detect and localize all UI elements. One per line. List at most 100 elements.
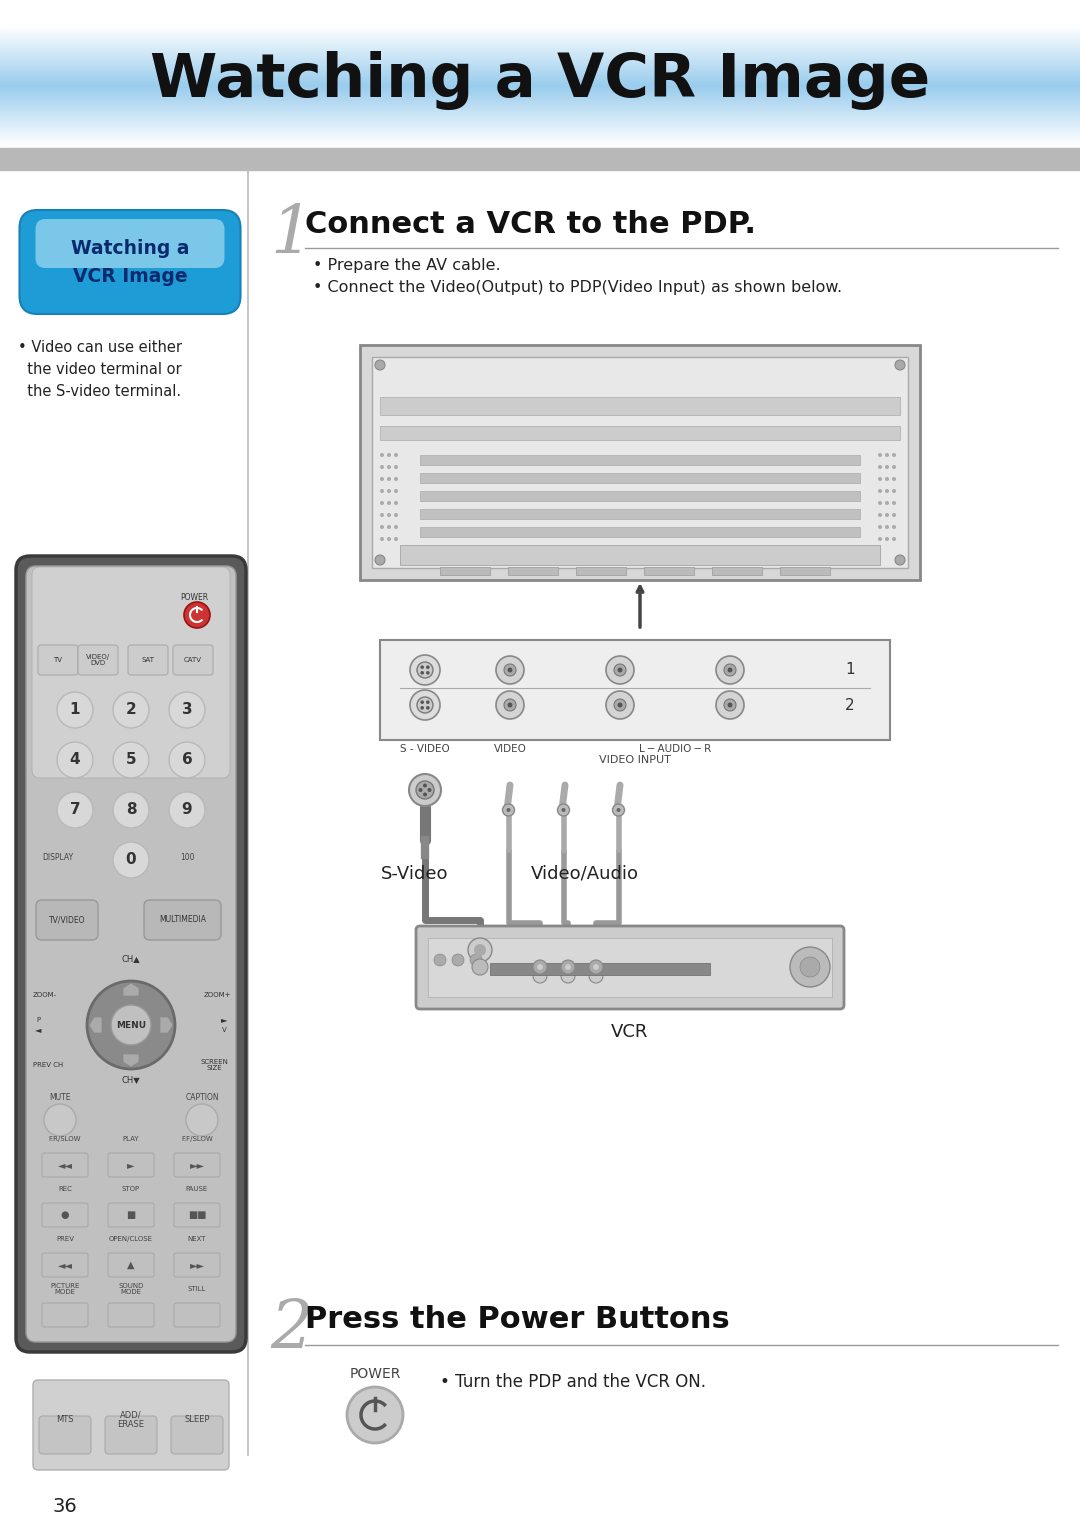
Text: 6: 6 [181, 752, 192, 767]
FancyBboxPatch shape [108, 1153, 154, 1177]
Circle shape [800, 958, 820, 978]
Circle shape [380, 525, 384, 529]
Circle shape [168, 791, 205, 828]
FancyBboxPatch shape [171, 1417, 222, 1453]
FancyBboxPatch shape [26, 566, 237, 1342]
FancyBboxPatch shape [174, 1203, 220, 1228]
Circle shape [387, 512, 391, 517]
Circle shape [426, 671, 430, 674]
Circle shape [375, 360, 384, 371]
Circle shape [410, 689, 440, 720]
Text: S - VIDEO: S - VIDEO [400, 744, 450, 753]
FancyBboxPatch shape [16, 557, 246, 1353]
Circle shape [885, 477, 889, 480]
Circle shape [168, 743, 205, 778]
Circle shape [380, 453, 384, 457]
FancyBboxPatch shape [108, 1203, 154, 1228]
Text: SAT: SAT [141, 657, 154, 663]
Circle shape [878, 477, 882, 480]
Text: CATV: CATV [184, 657, 202, 663]
Text: VCR: VCR [611, 1023, 649, 1042]
Text: VCR Image: VCR Image [72, 267, 187, 285]
Circle shape [885, 537, 889, 541]
Circle shape [380, 512, 384, 517]
Circle shape [57, 743, 93, 778]
Text: Watching a: Watching a [71, 238, 189, 258]
Text: P: P [36, 1017, 40, 1023]
Bar [420, 509, 860, 518]
Circle shape [885, 490, 889, 493]
Circle shape [387, 502, 391, 505]
Circle shape [606, 691, 634, 718]
Bar [420, 473, 860, 483]
Circle shape [472, 959, 488, 974]
Text: ZOOM-: ZOOM- [32, 991, 57, 997]
Text: MENU: MENU [116, 1020, 146, 1029]
Text: 100: 100 [179, 854, 194, 863]
Circle shape [617, 808, 621, 811]
FancyBboxPatch shape [105, 1417, 157, 1453]
FancyArrow shape [89, 1017, 102, 1032]
Text: Video/Audio: Video/Audio [531, 865, 639, 883]
Circle shape [507, 808, 511, 811]
Text: ■■: ■■ [188, 1209, 206, 1220]
Circle shape [589, 968, 603, 984]
Circle shape [612, 804, 624, 816]
Circle shape [606, 656, 634, 685]
Text: ADD/
ERASE: ADD/ ERASE [118, 1411, 145, 1429]
Circle shape [426, 706, 430, 709]
Circle shape [113, 791, 149, 828]
Circle shape [716, 656, 744, 685]
FancyBboxPatch shape [38, 645, 78, 676]
Circle shape [728, 703, 732, 708]
Text: NEXT: NEXT [188, 1235, 206, 1241]
FancyBboxPatch shape [174, 1153, 220, 1177]
Circle shape [380, 490, 384, 493]
Text: ▲: ▲ [127, 1260, 135, 1270]
FancyArrow shape [160, 1017, 173, 1032]
Text: POWER: POWER [180, 593, 208, 602]
Circle shape [504, 663, 516, 676]
Text: SCREEN
SIZE: SCREEN SIZE [200, 1058, 228, 1071]
Text: 8: 8 [125, 802, 136, 817]
Circle shape [409, 775, 441, 807]
Circle shape [892, 453, 896, 457]
Text: F.R/SLOW: F.R/SLOW [49, 1136, 81, 1142]
Text: 2: 2 [270, 1296, 312, 1362]
Circle shape [895, 555, 905, 564]
Text: 7: 7 [70, 802, 80, 817]
Text: STILL: STILL [188, 1286, 206, 1292]
Circle shape [557, 804, 569, 816]
Text: 2: 2 [125, 703, 136, 717]
FancyBboxPatch shape [174, 1254, 220, 1276]
Circle shape [423, 793, 427, 796]
Bar [420, 454, 860, 465]
Circle shape [423, 784, 427, 787]
Circle shape [892, 477, 896, 480]
Circle shape [878, 502, 882, 505]
Circle shape [387, 453, 391, 457]
Circle shape [561, 968, 575, 984]
Circle shape [892, 525, 896, 529]
Circle shape [468, 938, 492, 962]
Text: SLEEP: SLEEP [185, 1415, 210, 1424]
Text: PICTURE
MODE: PICTURE MODE [51, 1283, 80, 1295]
Circle shape [728, 668, 732, 673]
Text: VIDEO: VIDEO [494, 744, 526, 753]
Bar [360, 345, 920, 580]
Circle shape [410, 656, 440, 685]
Circle shape [537, 964, 543, 970]
Circle shape [892, 502, 896, 505]
Circle shape [394, 525, 399, 529]
Circle shape [470, 955, 482, 965]
Text: V: V [221, 1026, 227, 1032]
Circle shape [565, 964, 571, 970]
Text: ●: ● [60, 1209, 69, 1220]
FancyBboxPatch shape [108, 1302, 154, 1327]
Circle shape [111, 1005, 151, 1045]
FancyArrow shape [123, 1054, 139, 1067]
Circle shape [885, 453, 889, 457]
Circle shape [168, 692, 205, 727]
Circle shape [87, 981, 175, 1069]
FancyBboxPatch shape [36, 900, 98, 939]
